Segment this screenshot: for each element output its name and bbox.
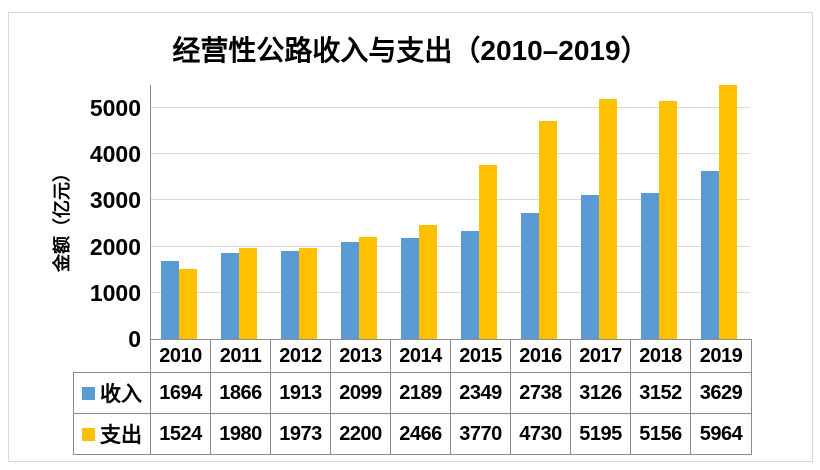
bar-income-2012 [281, 250, 299, 339]
bar-expense-2016 [539, 120, 557, 339]
year-cell-2010: 2010 [151, 340, 211, 372]
value-cell-income-2017: 3126 [571, 373, 631, 413]
category-column-2019 [691, 85, 750, 339]
bar-expense-2018 [659, 100, 677, 339]
y-tick-label-3000: 3000 [89, 187, 141, 214]
x-axis-year-row: 2010 2011 2012 2013 2014 2015 2016 2017 2018 2019 [150, 339, 752, 373]
gridline-4000 [151, 153, 750, 155]
bar-expense-2017 [599, 99, 617, 339]
bar-income-2010 [161, 260, 179, 339]
year-cell-2018: 2018 [631, 340, 691, 372]
value-cell-income-2016: 2738 [511, 373, 571, 413]
value-cell-income-2015: 2349 [451, 373, 511, 413]
y-tick-label-0: 0 [128, 326, 141, 352]
y-tick-label-5000: 5000 [89, 95, 141, 122]
year-cell-2017: 2017 [571, 340, 631, 372]
series-name-expense: 支出 [100, 424, 142, 447]
bar-income-2019 [701, 171, 719, 339]
value-cell-income-2014: 2189 [391, 373, 451, 413]
bar-expense-2011 [239, 247, 257, 339]
year-cell-2014: 2014 [391, 340, 451, 372]
bar-income-2013 [341, 242, 359, 339]
table-row-income: 收入 1694 1866 1913 2099 2189 2349 2738 3126 3152 36… [73, 372, 752, 414]
bar-income-2018 [641, 193, 659, 339]
y-tick-label-2000: 2000 [89, 233, 141, 260]
y-tick-label-1000: 1000 [89, 279, 141, 306]
bar-expense-2014 [419, 225, 437, 339]
series-name-income: 收入 [100, 383, 142, 406]
year-cell-2011: 2011 [211, 340, 271, 372]
bar-expense-2012 [299, 247, 317, 339]
legend-key-square-income [82, 386, 95, 400]
category-column-2015 [451, 85, 511, 339]
legend-key-square-expense [82, 427, 95, 441]
value-cell-income-2018: 3152 [631, 373, 691, 413]
value-cell-expense-2012: 1973 [271, 414, 331, 454]
value-cell-expense-2014: 2466 [391, 414, 451, 454]
category-column-2017 [571, 85, 631, 339]
value-cell-income-2010: 1694 [151, 373, 211, 413]
legend-cell-expense: 支出 [74, 414, 151, 454]
gridline-3000 [151, 199, 750, 201]
value-cell-expense-2011: 1980 [211, 414, 271, 454]
value-cell-expense-2019: 5964 [699, 422, 743, 445]
bar-income-2011 [221, 252, 239, 339]
value-cell-expense-2017: 5195 [571, 414, 631, 454]
year-cell-2019: 2019 [699, 344, 743, 367]
category-column-2014 [391, 85, 451, 339]
value-cell-expense-2010: 1524 [151, 414, 211, 454]
category-column-2016 [511, 85, 571, 339]
gridline-1000 [151, 291, 750, 293]
year-cell-2013: 2013 [331, 340, 391, 372]
bar-expense-2019 [719, 85, 737, 339]
bar-income-2017 [581, 194, 599, 339]
bar-income-2015 [461, 230, 479, 339]
bar-expense-2013 [359, 237, 377, 339]
value-cell-income-2011: 1866 [211, 373, 271, 413]
category-column-2010 [151, 85, 211, 339]
category-column-2012 [271, 85, 331, 339]
bar-expense-2010 [179, 268, 197, 339]
value-cell-expense-2013: 2200 [331, 414, 391, 454]
value-cell-income-2012: 1913 [271, 373, 331, 413]
value-cell-income-2019: 3629 [699, 381, 743, 404]
plot-area [150, 85, 750, 339]
y-axis-tick-labels: 0 1000 2000 3000 4000 5000 [9, 13, 141, 461]
gridline-5000 [151, 107, 750, 109]
value-cell-expense-2016: 4730 [511, 414, 571, 454]
year-cell-2016: 2016 [511, 340, 571, 372]
category-column-2013 [331, 85, 391, 339]
value-cell-expense-2018: 5156 [631, 414, 691, 454]
bar-income-2014 [401, 237, 419, 339]
category-column-2011 [211, 85, 271, 339]
y-tick-label-4000: 4000 [89, 141, 141, 168]
chart-title: 经营性公路收入与支出（2010–2019） [172, 35, 649, 66]
value-cell-income-2013: 2099 [331, 373, 391, 413]
legend-cell-income: 收入 [74, 373, 151, 413]
bar-income-2016 [521, 212, 539, 339]
chart-card: 经营性公路收入与支出（2010–2019） 金额（亿元） 0 1000 2000 30… [8, 12, 813, 462]
bar-expense-2015 [479, 164, 497, 339]
year-cell-2015: 2015 [451, 340, 511, 372]
year-cell-2012: 2012 [271, 340, 331, 372]
value-cell-expense-2015: 3770 [451, 414, 511, 454]
gridline-2000 [151, 245, 750, 247]
table-row-expense: 支出 1524 1980 1973 2200 2466 3770 4730 5195 5156 59… [73, 413, 752, 455]
category-column-2018 [631, 85, 691, 339]
